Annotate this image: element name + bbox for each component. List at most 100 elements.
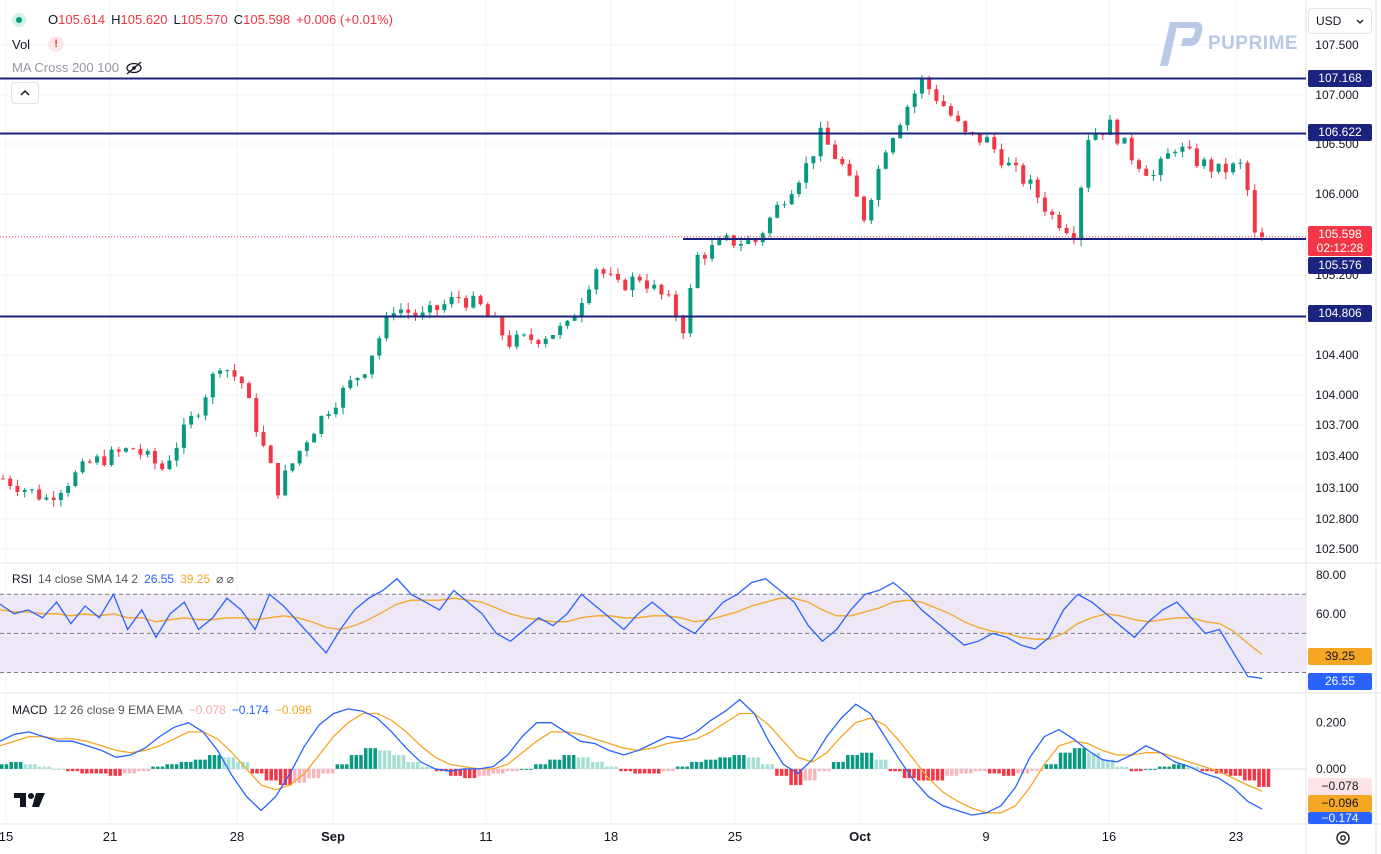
candle-body <box>934 89 939 102</box>
macd-histogram-bar <box>326 768 330 774</box>
macd-histogram-bar <box>1252 768 1257 781</box>
candle-body <box>196 415 201 417</box>
macd-histogram-bar <box>217 755 221 769</box>
candle-body <box>500 317 505 336</box>
candle-body <box>890 138 895 153</box>
macd-line-label: −0.174 <box>1308 812 1372 824</box>
macd-histogram-bar <box>652 768 656 774</box>
candle-body <box>630 276 635 291</box>
macd-histogram-bar <box>1219 768 1223 774</box>
macd-histogram-bar <box>680 766 685 769</box>
macd-histogram-bar <box>1186 766 1190 769</box>
rsi-legend[interactable]: RSI 14 close SMA 14 2 26.55 39.25 ⌀ ⌀ <box>12 572 234 586</box>
collapse-legend-button[interactable] <box>11 82 39 104</box>
tradingview-logo[interactable] <box>14 792 46 813</box>
macd-histogram-bar <box>775 768 779 776</box>
macd-histogram-bar <box>959 768 964 774</box>
macd-histogram-bar <box>1077 748 1082 769</box>
macd-histogram-bar <box>1115 766 1120 769</box>
candle-body <box>341 387 346 408</box>
volume-legend[interactable]: Vol ! <box>12 36 65 52</box>
candle-body <box>1035 179 1040 198</box>
macd-histogram-bar <box>543 764 548 769</box>
candle-body <box>775 204 780 218</box>
macd-histogram-bar <box>600 761 604 769</box>
macd-histogram-bar <box>779 768 784 776</box>
candle-body <box>131 448 136 450</box>
macd-histogram-bar <box>70 768 75 772</box>
y-tick-label: 104.400 <box>1315 348 1359 362</box>
ma-cross-legend[interactable]: MA Cross 200 100 <box>12 60 143 75</box>
candle-body <box>529 334 534 340</box>
macd-histogram-bar <box>510 768 514 772</box>
macd-histogram-bar <box>42 766 47 769</box>
candle-body <box>1194 148 1199 167</box>
macd-histogram-bar <box>623 768 628 772</box>
candle-body <box>862 196 867 221</box>
candle-body <box>992 137 997 150</box>
y-tick-label: 103.100 <box>1315 481 1359 495</box>
candle-body <box>717 239 722 246</box>
macd-histogram-bar <box>226 757 231 769</box>
macd-histogram-bar <box>80 768 84 774</box>
candle-body <box>203 397 208 416</box>
hline-label-3: 105.576 <box>1308 257 1372 274</box>
volume-label: Vol <box>12 36 31 52</box>
settings-gear-icon[interactable] <box>1334 829 1352 847</box>
currency-value: USD <box>1316 14 1342 28</box>
macd-histogram-bar <box>467 768 472 779</box>
macd-histogram-bar <box>808 768 812 781</box>
macd-histogram-bar <box>189 761 193 769</box>
currency-select[interactable]: USD <box>1308 8 1372 34</box>
candle-body <box>767 217 772 234</box>
macd-histogram-bar <box>207 755 212 769</box>
macd-histogram-bar <box>349 755 354 769</box>
macd-histogram-bar <box>193 759 198 769</box>
candle-body <box>268 445 273 464</box>
macd-histogram-bar <box>519 768 524 770</box>
candle-body <box>218 370 223 374</box>
macd-histogram-bar <box>1158 766 1162 769</box>
candle-body <box>637 276 642 281</box>
macd-histogram-bar <box>345 764 349 769</box>
candle-body <box>326 414 331 416</box>
macd-histogram-bar <box>1030 768 1034 772</box>
candle-body <box>521 334 526 336</box>
macd-histogram-bar <box>146 768 151 772</box>
macd-histogram-bar <box>1238 768 1242 776</box>
ma-cross-label: MA Cross 200 100 <box>12 60 119 75</box>
hidden-eye-icon[interactable] <box>125 61 143 75</box>
macd-histogram-bar <box>397 755 401 769</box>
candle-body <box>956 115 961 122</box>
macd-histogram-bar <box>765 764 770 769</box>
macd-histogram-bar <box>61 768 65 770</box>
macd-histogram-bar <box>534 764 538 769</box>
macd-histogram-bar <box>1224 768 1228 774</box>
high-value: 105.620 <box>120 12 168 27</box>
candle-body <box>1108 119 1113 135</box>
rsi-label-value: 26.55 <box>1308 673 1372 690</box>
macd-histogram-bar <box>1063 752 1068 769</box>
macd-histogram-bar <box>727 757 732 769</box>
macd-histogram-bar <box>619 768 623 772</box>
macd-histogram-bar <box>864 752 869 769</box>
macd-histogram-bar <box>269 768 273 781</box>
x-tick-label: 16 <box>1102 829 1116 844</box>
macd-legend[interactable]: MACD 12 26 close 9 EMA EMA −0.078 −0.174… <box>12 703 312 717</box>
macd-histogram-bar <box>307 768 311 779</box>
candle-body <box>558 325 563 336</box>
rsi-sma-label: 39.25 <box>1308 648 1372 665</box>
macd-signal-line <box>0 712 1263 814</box>
macd-histogram-bar <box>1266 768 1271 787</box>
macd-histogram-bar <box>477 768 481 776</box>
warning-icon[interactable]: ! <box>48 36 65 52</box>
macd-histogram-bar <box>1068 752 1072 769</box>
macd-histogram-bar <box>203 759 207 769</box>
candle-body <box>485 304 490 316</box>
macd-histogram-bar <box>675 766 680 769</box>
macd-histogram-bar <box>836 761 841 769</box>
candle-body <box>1122 137 1127 144</box>
candle-body <box>384 315 389 339</box>
